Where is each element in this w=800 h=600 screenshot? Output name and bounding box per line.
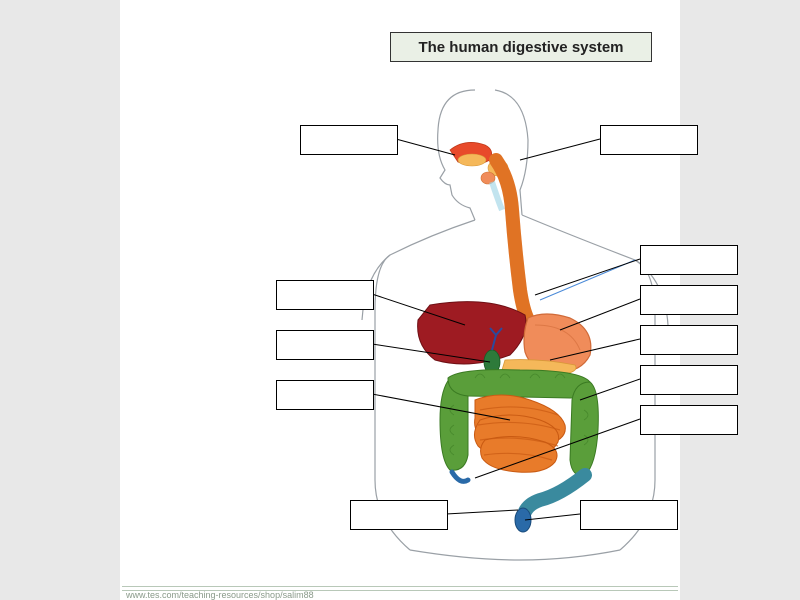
label-box-esophagus[interactable] (640, 245, 738, 275)
label-box-stomach[interactable] (640, 285, 738, 315)
appendix-shape (452, 472, 468, 481)
label-box-rectum[interactable] (350, 500, 448, 530)
label-box-appendix[interactable] (640, 405, 738, 435)
label-box-mouth[interactable] (300, 125, 398, 155)
label-box-large-intestine[interactable] (640, 365, 738, 395)
footer-url: www.tes.com/teaching-resources/shop/sali… (126, 590, 314, 600)
label-box-anus[interactable] (580, 500, 678, 530)
label-box-liver[interactable] (276, 280, 374, 310)
label-box-small-intestine[interactable] (276, 380, 374, 410)
page-title: The human digestive system (390, 32, 652, 62)
digestive-diagram (240, 60, 800, 580)
label-box-gallbladder[interactable] (276, 330, 374, 360)
label-box-pancreas[interactable] (640, 325, 738, 355)
worksheet-page: The human digestive system (120, 0, 680, 600)
page-title-text: The human digestive system (418, 39, 623, 56)
small-intestine-shape (474, 395, 565, 472)
sigmoid-shape (523, 475, 585, 518)
label-box-salivary-glands[interactable] (600, 125, 698, 155)
liver-shape (418, 302, 526, 364)
